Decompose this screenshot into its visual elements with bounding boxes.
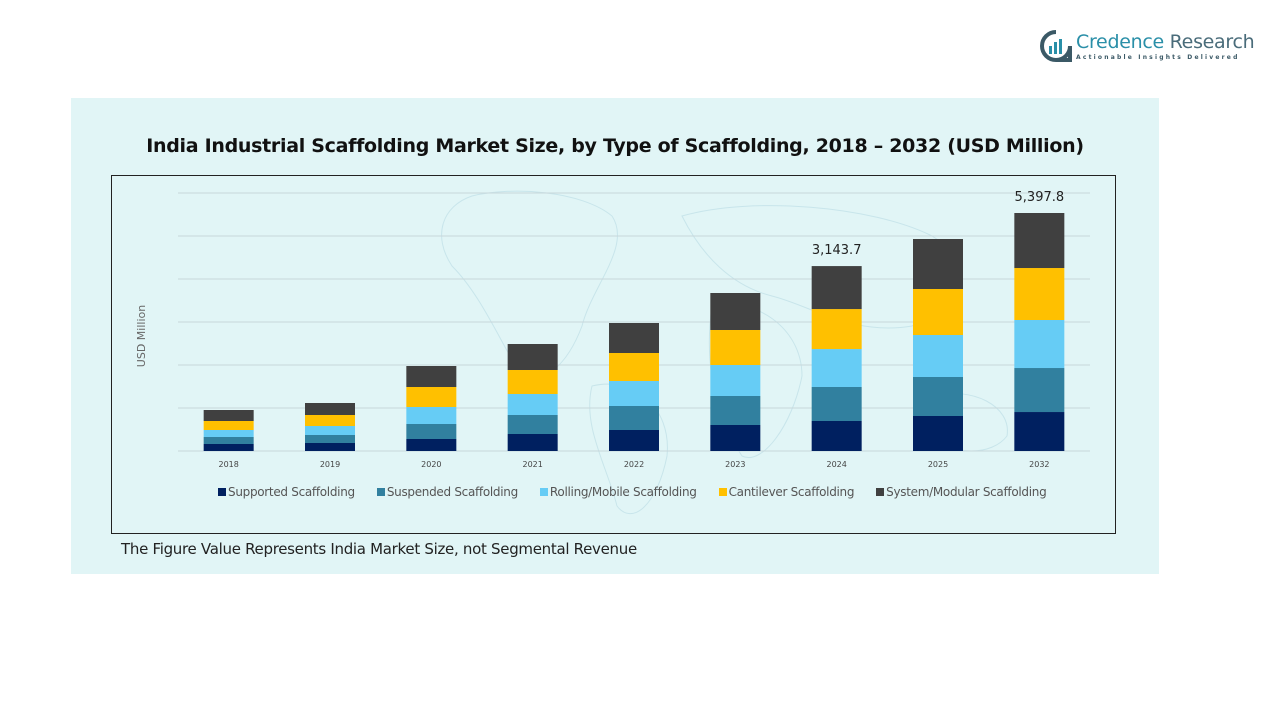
x-tick-label: 2032 [1029,460,1049,469]
x-tick-label: 2023 [725,460,745,469]
bar-2020-suspended-scaffolding [406,424,457,439]
legend-item: System/Modular Scaffolding [876,485,1047,499]
legend-label: Rolling/Mobile Scaffolding [549,485,697,499]
bar-2024-suspended-scaffolding [811,387,862,421]
bar-2023-suspended-scaffolding [710,396,761,425]
bar-2025-supported-scaffolding [913,416,963,451]
bar-2021-system-modular-scaffolding [507,344,558,370]
stacked-bar-chart: 2018 2019 2020 2021 2022 2023 2024 2025 2032 3,1… [135,190,1090,515]
legend-label: Suspended Scaffolding [386,485,518,499]
legend-item: Suspended Scaffolding [376,485,518,499]
bar-2021-suspended-scaffolding [507,415,558,434]
legend-item: Cantilever Scaffolding [718,485,855,499]
bar-2024-rolling-mobile-scaffolding [811,349,862,387]
legend-swatch [218,488,226,496]
chart-frame: 2018 2019 2020 2021 2022 2023 2024 2025 2032 3,1… [111,175,1116,534]
chart-title: India Industrial Scaffolding Market Size… [146,135,1084,157]
legend-swatch [539,488,548,496]
bar-2018-cantilever-scaffolding [203,421,254,430]
bar-2032-supported-scaffolding [1014,412,1065,451]
x-tick-label: 2025 [928,460,948,469]
x-tick-label: 2020 [421,460,441,469]
bar-2018-supported-scaffolding [203,444,254,451]
bar-2023-cantilever-scaffolding [710,330,761,365]
legend-item: Supported Scaffolding [218,485,355,499]
bar-2025-suspended-scaffolding [913,377,963,416]
bar-2021-cantilever-scaffolding [507,370,558,394]
bar-2022-system-modular-scaffolding [609,323,659,353]
x-tick-label: 2021 [522,460,542,469]
legend-swatch [376,488,385,496]
bar-2032-suspended-scaffolding [1014,368,1065,413]
brand-name: Credence Research [1076,31,1255,53]
bar-2025-rolling-mobile-scaffolding [913,335,963,377]
x-tick-label: 2019 [320,460,340,469]
bar-2021-supported-scaffolding [507,434,558,451]
legend-label: Cantilever Scaffolding [728,485,855,499]
bar-2023-rolling-mobile-scaffolding [710,365,761,396]
bar-2019-supported-scaffolding [305,443,355,451]
footnote: The Figure Value Represents India Market… [121,540,637,558]
bar-2020-cantilever-scaffolding [406,387,457,407]
bar-2023-supported-scaffolding [710,425,761,451]
bar-2019-suspended-scaffolding [305,435,355,443]
legend-swatch [876,488,885,496]
bar-2024-supported-scaffolding [811,421,862,451]
legend-swatch [718,488,727,496]
bar-2018-system-modular-scaffolding [203,410,254,421]
bar-2019-system-modular-scaffolding [305,403,355,415]
legend-label: Supported Scaffolding [228,485,355,499]
logo-chart-icon [1040,30,1072,62]
bar-2032-rolling-mobile-scaffolding [1014,320,1065,369]
bar-2022-rolling-mobile-scaffolding [609,381,659,406]
bar-2022-supported-scaffolding [609,430,659,451]
bar-2018-rolling-mobile-scaffolding [203,430,254,437]
bar-2020-supported-scaffolding [406,439,457,451]
bar-2020-system-modular-scaffolding [406,366,457,387]
bar-2019-cantilever-scaffolding [305,415,355,426]
bar-2022-suspended-scaffolding [609,406,659,430]
chart-legend: Supported Scaffolding Suspended Scaffoldi… [218,485,1047,499]
bar-2018-suspended-scaffolding [203,437,254,444]
bar-2020-rolling-mobile-scaffolding [406,407,457,424]
x-tick-label: 2022 [624,460,644,469]
bar-2019-rolling-mobile-scaffolding [305,426,355,435]
legend-label: System/Modular Scaffolding [886,485,1047,499]
brand-tagline: Actionable Insights Delivered [1076,54,1240,61]
bar-2025-system-modular-scaffolding [913,239,963,289]
bar-2025-cantilever-scaffolding [913,289,963,335]
y-axis-label: USD Million [135,305,148,367]
bar-2024-cantilever-scaffolding [811,309,862,350]
x-tick-label: 2018 [218,460,238,469]
bar-2022-cantilever-scaffolding [609,353,659,381]
data-label-2024: 3,143.7 [812,243,862,258]
bar-2032-system-modular-scaffolding [1014,213,1065,269]
bar-2024-system-modular-scaffolding [811,266,862,310]
bar-2032-cantilever-scaffolding [1014,268,1065,321]
data-label-2032: 5,397.8 [1015,190,1065,205]
legend-item: Rolling/Mobile Scaffolding [539,485,697,499]
bar-2021-rolling-mobile-scaffolding [507,394,558,415]
bar-2023-system-modular-scaffolding [710,293,761,330]
x-tick-label: 2024 [826,460,846,469]
brand-logo: Credence Research Actionable Insights De… [1040,30,1255,62]
